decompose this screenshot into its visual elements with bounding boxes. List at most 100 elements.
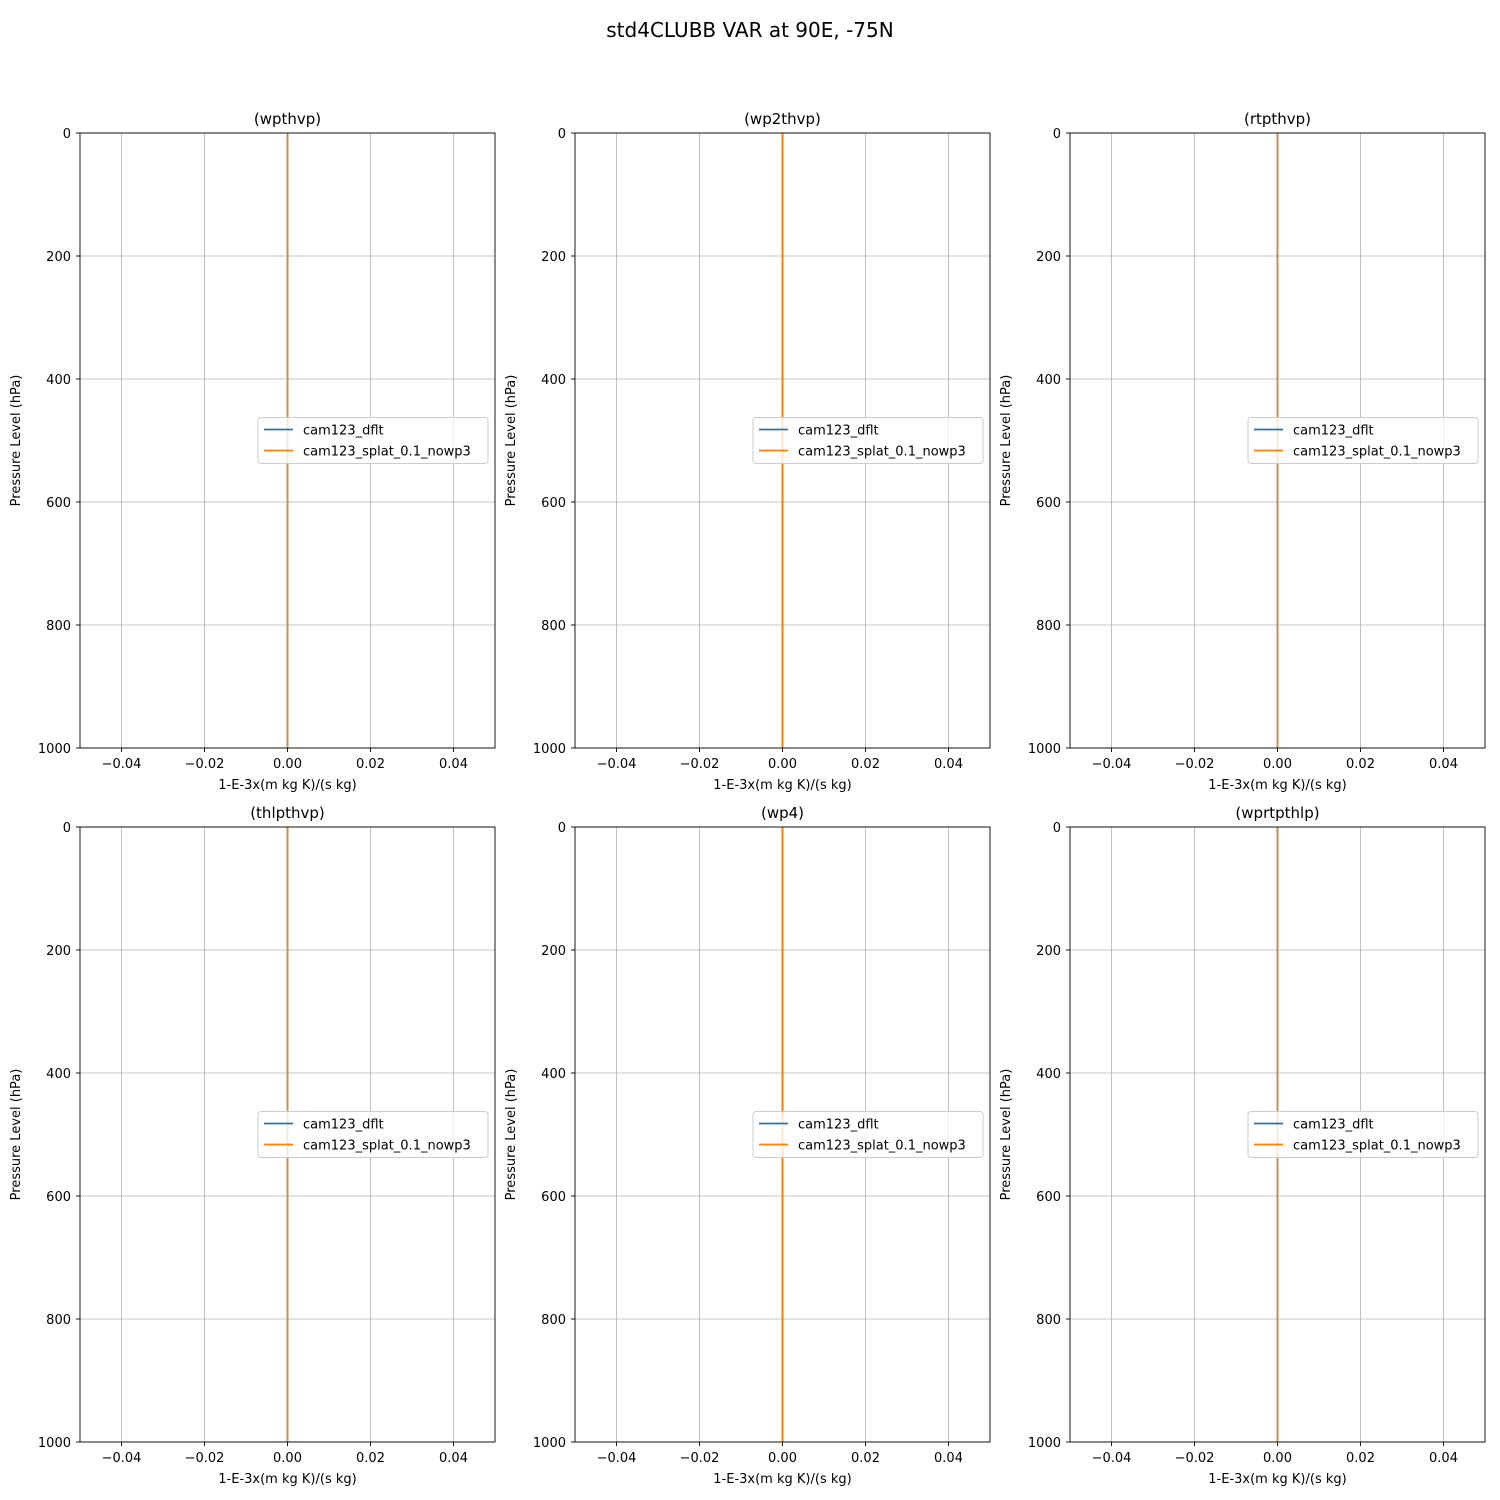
y-tick-label: 0 (558, 821, 566, 836)
y-tick-label: 800 (541, 619, 566, 634)
y-tick-label: 400 (46, 1067, 71, 1082)
y-tick-label: 600 (1036, 1190, 1061, 1205)
subplot-2: −0.04 −0.02 0.00 0.02 0.04 0 200 400 600 800 1000 1… (504, 110, 991, 793)
subplot-title: (wprtpthlp) (1235, 804, 1319, 822)
x-tick-label: 0.00 (768, 1451, 797, 1466)
y-tick-label: 1000 (1028, 1436, 1061, 1451)
y-tick-label: 600 (541, 1190, 566, 1205)
subplot-title: (wp2thvp) (744, 110, 821, 128)
x-tick-label: 0.00 (1263, 1451, 1292, 1466)
x-tick-label: −0.04 (102, 1451, 142, 1466)
x-tick-label: 0.00 (768, 757, 797, 772)
x-tick-label: −0.02 (1175, 757, 1215, 772)
legend-label: cam123_splat_0.1_nowp3 (798, 1139, 966, 1154)
legend-box (257, 417, 489, 464)
legend-box (1247, 417, 1479, 464)
y-tick-label: 0 (1053, 821, 1061, 836)
y-tick-label: 0 (558, 127, 566, 142)
y-tick-label: 200 (1036, 250, 1061, 265)
legend-label: cam123_dflt (303, 424, 384, 439)
x-tick-label: −0.02 (680, 1451, 720, 1466)
y-tick-label: 200 (46, 250, 71, 265)
x-tick-label: 0.04 (439, 1451, 468, 1466)
legend: cam123_dflt cam123_splat_0.1_nowp3 (752, 1111, 984, 1158)
legend-label: cam123_dflt (798, 424, 879, 439)
y-tick-label: 400 (1036, 1067, 1061, 1082)
legend-box (752, 417, 984, 464)
x-axis-label: 1-E-3x(m kg K)/(s kg) (713, 778, 851, 793)
x-tick-label: −0.04 (1092, 757, 1132, 772)
subplot-3: −0.04 −0.02 0.00 0.02 0.04 0 200 400 600 800 1000 1… (999, 110, 1486, 793)
legend-label: cam123_dflt (1293, 1118, 1374, 1133)
x-tick-label: 0.04 (934, 757, 963, 772)
legend-label: cam123_splat_0.1_nowp3 (1293, 445, 1461, 460)
legend: cam123_dflt cam123_splat_0.1_nowp3 (1247, 417, 1479, 464)
x-tick-label: 0.02 (851, 757, 880, 772)
subplot-title: (rtpthvp) (1244, 110, 1311, 128)
x-tick-label: 0.02 (356, 1451, 385, 1466)
subplot-5: −0.04 −0.02 0.00 0.02 0.04 0 200 400 600 800 1000 1… (504, 804, 991, 1487)
x-tick-label: 0.02 (1346, 757, 1375, 772)
legend-label: cam123_dflt (798, 1118, 879, 1133)
subplot-6: −0.04 −0.02 0.00 0.02 0.04 0 200 400 600 800 1000 1… (999, 804, 1486, 1487)
x-tick-label: −0.04 (1092, 1451, 1132, 1466)
y-tick-label: 600 (541, 496, 566, 511)
subplot-grid: −0.04 −0.02 0.00 0.02 0.04 0 200 400 600 800 1000 1… (9, 110, 1486, 1487)
legend-label: cam123_splat_0.1_nowp3 (1293, 1139, 1461, 1154)
y-tick-label: 400 (541, 373, 566, 388)
x-tick-label: 0.02 (851, 1451, 880, 1466)
y-tick-label: 1000 (38, 742, 71, 757)
legend-box (752, 1111, 984, 1158)
subplot-4: −0.04 −0.02 0.00 0.02 0.04 0 200 400 600 800 1000 1… (9, 804, 496, 1487)
subplot-1: −0.04 −0.02 0.00 0.02 0.04 0 200 400 600 800 1000 1… (9, 110, 496, 793)
y-tick-label: 200 (541, 944, 566, 959)
y-axis-label: Pressure Level (hPa) (9, 375, 24, 507)
legend: cam123_dflt cam123_splat_0.1_nowp3 (257, 417, 489, 464)
x-tick-label: 0.04 (934, 1451, 963, 1466)
legend: cam123_dflt cam123_splat_0.1_nowp3 (1247, 1111, 1479, 1158)
legend-box (257, 1111, 489, 1158)
subplot-title: (wpthvp) (254, 110, 321, 128)
x-tick-label: 0.02 (1346, 1451, 1375, 1466)
legend-label: cam123_splat_0.1_nowp3 (303, 445, 471, 460)
y-tick-label: 200 (46, 944, 71, 959)
legend-label: cam123_dflt (1293, 424, 1374, 439)
x-axis-label: 1-E-3x(m kg K)/(s kg) (1208, 1472, 1346, 1487)
y-tick-label: 200 (1036, 944, 1061, 959)
x-tick-label: 0.00 (273, 757, 302, 772)
y-tick-label: 600 (1036, 496, 1061, 511)
y-tick-label: 0 (63, 821, 71, 836)
y-tick-label: 0 (63, 127, 71, 142)
x-tick-label: 0.04 (1429, 757, 1458, 772)
y-axis-label: Pressure Level (hPa) (504, 1069, 519, 1201)
x-tick-label: 0.04 (1429, 1451, 1458, 1466)
x-tick-label: −0.02 (185, 1451, 225, 1466)
y-tick-label: 0 (1053, 127, 1061, 142)
y-tick-label: 600 (46, 496, 71, 511)
legend: cam123_dflt cam123_splat_0.1_nowp3 (752, 417, 984, 464)
x-axis-label: 1-E-3x(m kg K)/(s kg) (218, 778, 356, 793)
y-tick-label: 800 (1036, 1313, 1061, 1328)
x-axis-label: 1-E-3x(m kg K)/(s kg) (713, 1472, 851, 1487)
x-tick-label: −0.02 (1175, 1451, 1215, 1466)
x-axis-label: 1-E-3x(m kg K)/(s kg) (1208, 778, 1346, 793)
y-tick-label: 1000 (533, 742, 566, 757)
y-axis-label: Pressure Level (hPa) (999, 1069, 1014, 1201)
figure-suptitle: std4CLUBB VAR at 90E, -75N (606, 18, 893, 42)
y-tick-label: 1000 (533, 1436, 566, 1451)
x-axis-label: 1-E-3x(m kg K)/(s kg) (218, 1472, 356, 1487)
x-tick-label: 0.04 (439, 757, 468, 772)
y-tick-label: 800 (46, 1313, 71, 1328)
y-tick-label: 800 (541, 1313, 566, 1328)
y-tick-label: 400 (1036, 373, 1061, 388)
y-tick-label: 1000 (38, 1436, 71, 1451)
y-tick-label: 400 (541, 1067, 566, 1082)
legend-label: cam123_splat_0.1_nowp3 (303, 1139, 471, 1154)
legend-label: cam123_splat_0.1_nowp3 (798, 445, 966, 460)
y-tick-label: 800 (46, 619, 71, 634)
x-tick-label: −0.02 (185, 757, 225, 772)
y-tick-label: 800 (1036, 619, 1061, 634)
y-tick-label: 1000 (1028, 742, 1061, 757)
x-tick-label: 0.00 (273, 1451, 302, 1466)
